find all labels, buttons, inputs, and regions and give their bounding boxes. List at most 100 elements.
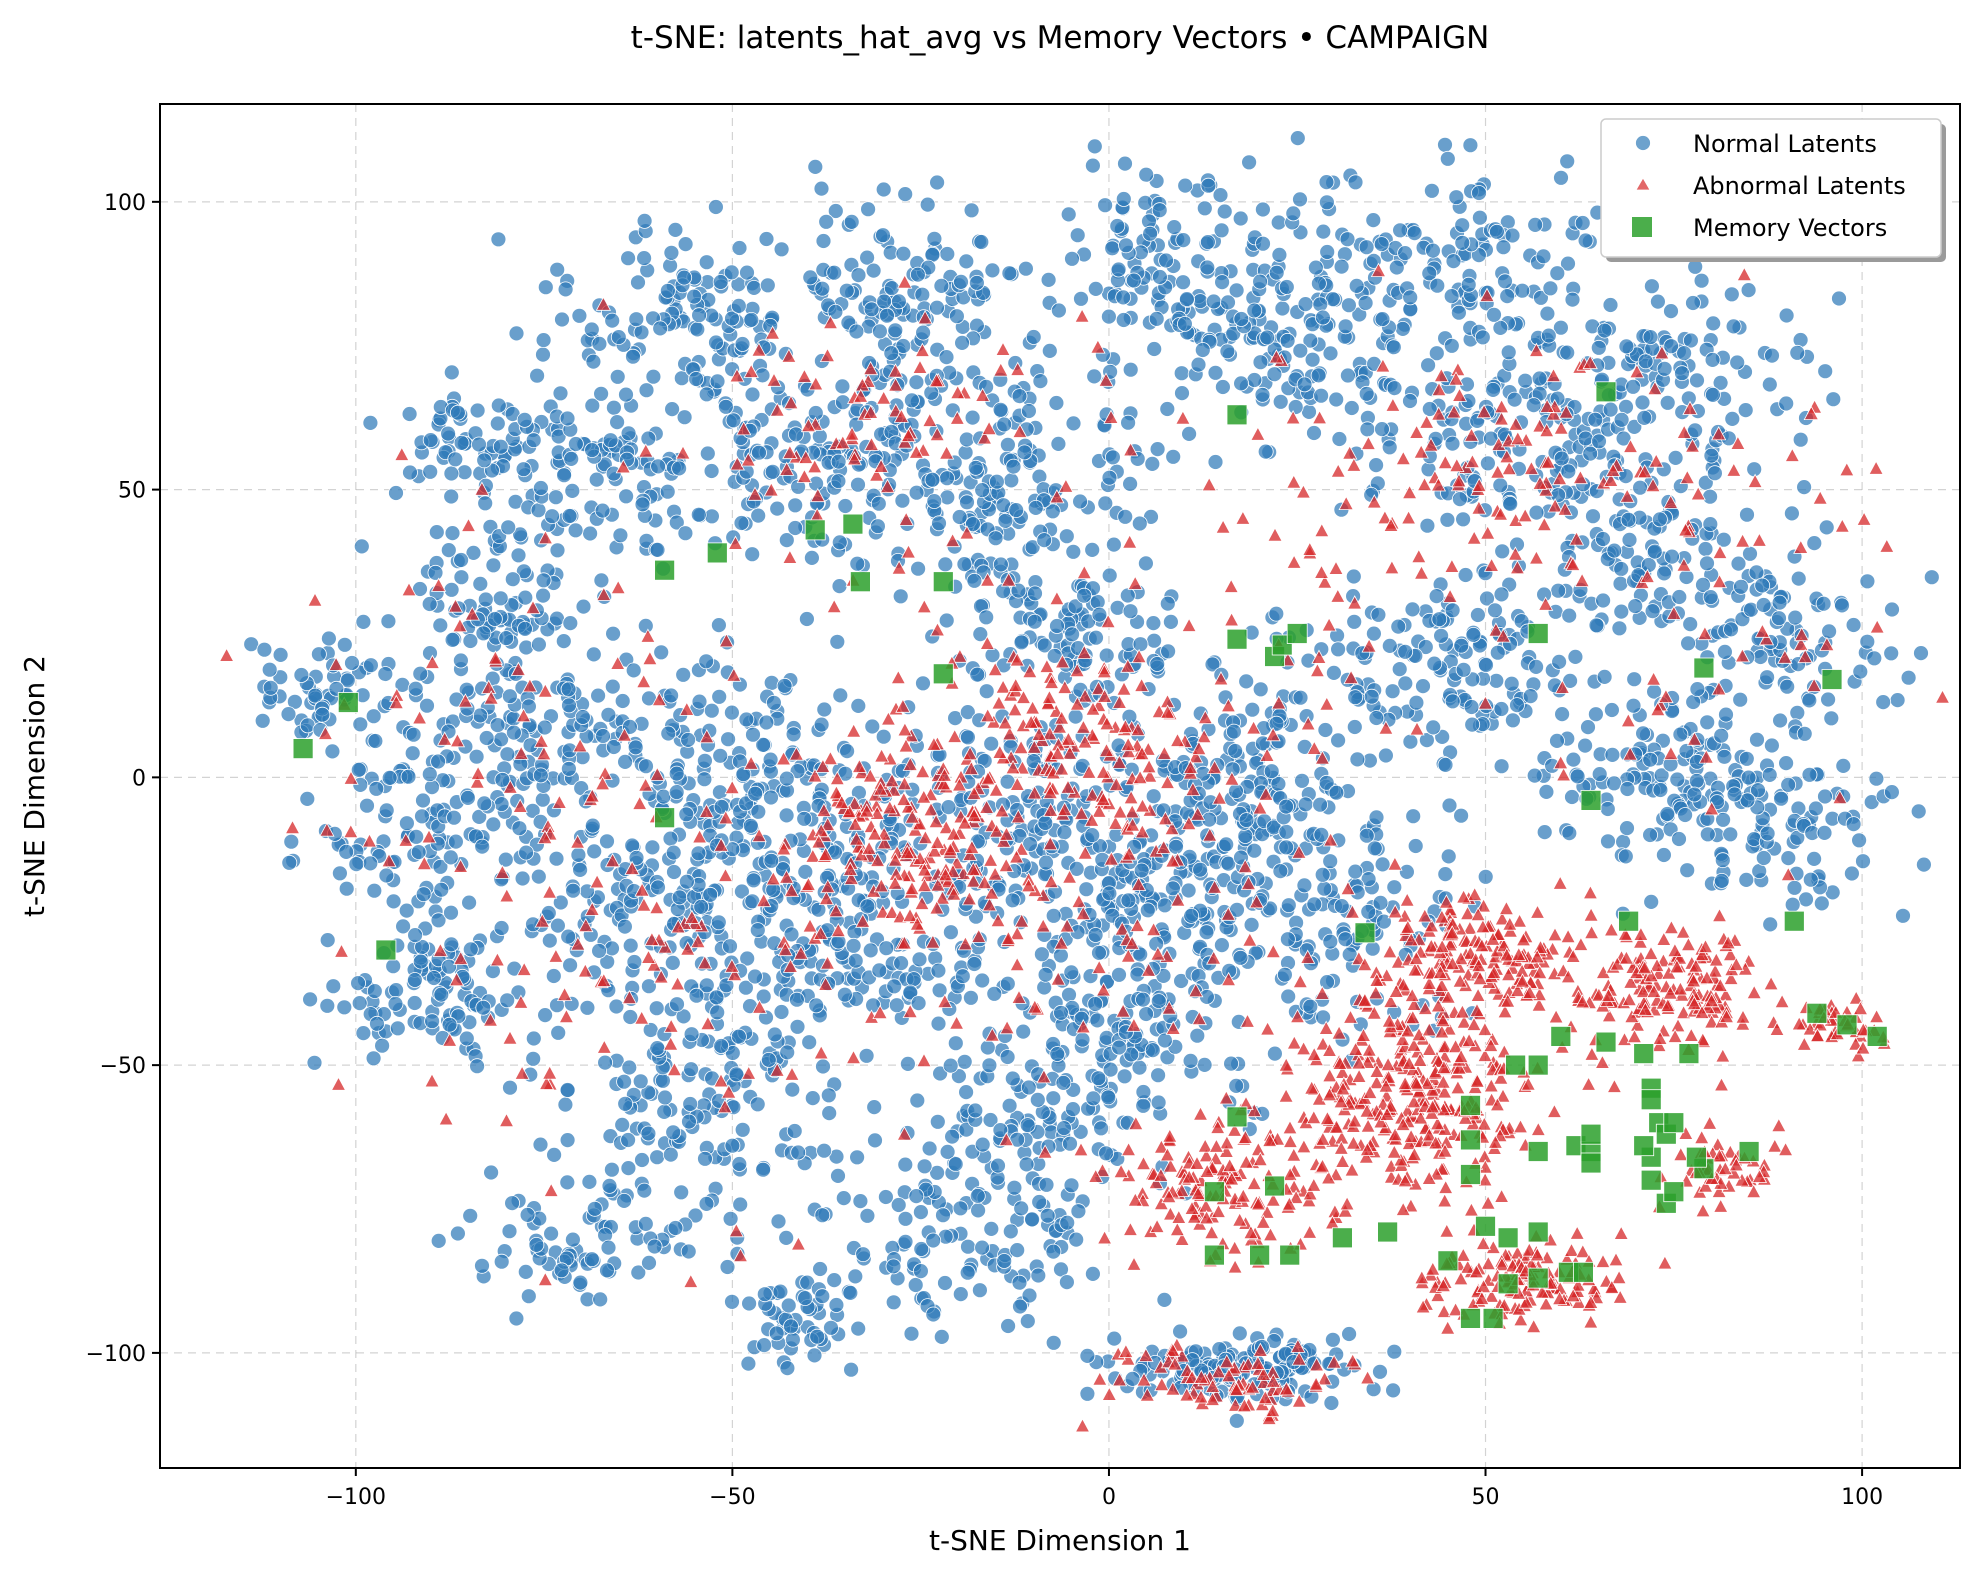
normal-latent-point <box>1778 395 1795 412</box>
normal-latent-point <box>972 1282 988 1299</box>
normal-latent-point <box>585 646 602 663</box>
normal-latent-point <box>999 975 1016 992</box>
normal-latent-point <box>1764 347 1780 364</box>
normal-latent-point <box>283 833 300 850</box>
normal-latent-point <box>1472 209 1488 226</box>
normal-latent-point <box>1569 768 1586 785</box>
normal-latent-point <box>256 641 273 658</box>
normal-latent-point <box>616 1073 632 1090</box>
normal-latent-point <box>499 992 516 1009</box>
normal-latent-point <box>422 463 439 480</box>
normal-latent-point <box>850 476 866 493</box>
normal-latent-point <box>1158 252 1174 269</box>
normal-latent-point <box>492 590 509 607</box>
normal-latent-point <box>649 1040 666 1056</box>
normal-latent-point <box>1495 239 1512 256</box>
normal-latent-point <box>1149 441 1166 458</box>
normal-latent-point <box>812 1261 828 1277</box>
normal-latent-point <box>925 1306 942 1323</box>
normal-latent-point <box>688 987 705 1004</box>
normal-latent-point <box>845 937 862 954</box>
normal-latent-point <box>1602 297 1619 313</box>
normal-latent-point <box>1739 506 1755 523</box>
normal-latent-point <box>830 1168 846 1184</box>
normal-latent-point <box>583 321 600 338</box>
normal-latent-point <box>750 507 767 524</box>
normal-latent-point <box>1207 454 1224 470</box>
normal-latent-point <box>1704 351 1721 368</box>
normal-latent-point <box>866 1099 883 1115</box>
normal-latent-point <box>744 386 761 403</box>
normal-latent-point <box>489 717 506 733</box>
normal-latent-point <box>1823 710 1840 727</box>
normal-latent-point <box>1790 570 1807 587</box>
normal-latent-point <box>745 872 762 889</box>
normal-latent-point <box>1315 309 1331 326</box>
normal-latent-point <box>1183 908 1200 924</box>
normal-latent-point <box>1296 376 1313 393</box>
normal-latent-point <box>1445 253 1462 270</box>
normal-latent-point <box>1844 865 1860 882</box>
normal-latent-point <box>1069 227 1086 244</box>
normal-latent-point <box>1779 678 1796 695</box>
normal-latent-point <box>1087 280 1104 297</box>
normal-latent-point <box>1135 1084 1152 1100</box>
normal-latent-point <box>1292 191 1308 208</box>
normal-latent-point <box>1315 223 1332 240</box>
normal-latent-point <box>677 525 694 542</box>
normal-latent-point <box>1039 1207 1056 1224</box>
normal-latent-point <box>1302 998 1319 1015</box>
normal-latent-point <box>561 697 577 714</box>
normal-latent-point <box>508 1310 525 1327</box>
normal-latent-point <box>665 1124 682 1141</box>
normal-latent-point <box>562 615 579 631</box>
normal-latent-point <box>1439 511 1456 528</box>
normal-latent-point <box>1835 758 1852 774</box>
normal-latent-point <box>996 1253 1013 1269</box>
normal-latent-point <box>1554 706 1570 722</box>
normal-latent-point <box>433 986 450 1003</box>
normal-latent-point <box>592 1291 609 1308</box>
normal-latent-point <box>422 432 439 449</box>
normal-latent-point <box>1319 244 1336 260</box>
normal-latent-point <box>959 1264 976 1281</box>
normal-latent-point <box>1087 996 1104 1012</box>
normal-latent-point <box>1328 391 1345 408</box>
normal-latent-point <box>1796 479 1812 496</box>
normal-latent-point <box>1471 185 1487 201</box>
normal-latent-point <box>1771 610 1787 627</box>
normal-latent-point <box>519 1207 536 1223</box>
normal-latent-point <box>1315 1009 1331 1026</box>
normal-latent-point <box>1705 315 1722 332</box>
normal-latent-point <box>1441 797 1458 814</box>
normal-latent-point <box>585 353 602 370</box>
normal-latent-point <box>1330 732 1346 749</box>
normal-latent-point <box>632 1073 649 1090</box>
normal-latent-point <box>1457 567 1474 583</box>
normal-latent-point <box>910 560 926 577</box>
normal-latent-point <box>756 1337 772 1353</box>
normal-latent-point <box>1612 575 1629 592</box>
normal-latent-point <box>892 588 909 605</box>
normal-latent-point <box>414 808 430 825</box>
normal-latent-point <box>969 274 985 291</box>
normal-latent-point <box>784 1081 801 1098</box>
normal-latent-point <box>653 644 670 661</box>
normal-latent-point <box>849 1149 865 1166</box>
normal-latent-point <box>914 286 931 303</box>
normal-latent-point <box>1676 345 1692 362</box>
normal-latent-point <box>978 609 995 626</box>
normal-latent-point <box>909 1092 926 1109</box>
normal-latent-point <box>1000 436 1016 453</box>
normal-latent-point <box>713 1038 730 1054</box>
normal-latent-point <box>1111 966 1127 983</box>
normal-latent-point <box>1761 767 1778 783</box>
normal-latent-point <box>1808 800 1824 817</box>
normal-latent-point <box>724 704 740 721</box>
normal-latent-point <box>1091 945 1107 961</box>
normal-latent-point <box>1613 603 1630 620</box>
normal-latent-point <box>929 299 945 316</box>
normal-latent-point <box>984 262 1001 279</box>
normal-latent-point <box>830 473 847 490</box>
normal-latent-point <box>1024 539 1041 556</box>
